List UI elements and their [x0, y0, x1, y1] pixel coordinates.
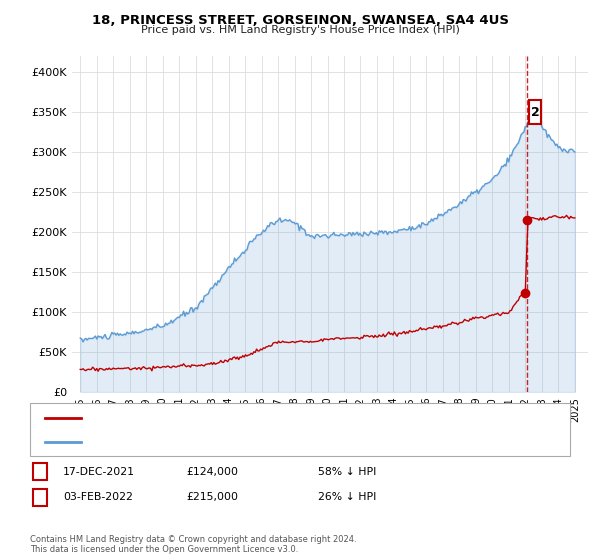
Text: 2: 2	[37, 492, 44, 502]
Text: 26% ↓ HPI: 26% ↓ HPI	[318, 492, 376, 502]
FancyBboxPatch shape	[529, 100, 541, 124]
Text: Contains HM Land Registry data © Crown copyright and database right 2024.
This d: Contains HM Land Registry data © Crown c…	[30, 535, 356, 554]
Text: 17-DEC-2021: 17-DEC-2021	[63, 466, 135, 477]
Text: 18, PRINCESS STREET, GORSEINON, SWANSEA, SA4 4US (detached house): 18, PRINCESS STREET, GORSEINON, SWANSEA,…	[87, 413, 458, 423]
Text: 2: 2	[530, 105, 539, 119]
Text: HPI: Average price, detached house, Swansea: HPI: Average price, detached house, Swan…	[87, 436, 316, 446]
Text: £124,000: £124,000	[186, 466, 238, 477]
Text: 03-FEB-2022: 03-FEB-2022	[63, 492, 133, 502]
Text: 1: 1	[37, 466, 44, 477]
Text: Price paid vs. HM Land Registry's House Price Index (HPI): Price paid vs. HM Land Registry's House …	[140, 25, 460, 35]
Text: 18, PRINCESS STREET, GORSEINON, SWANSEA, SA4 4US: 18, PRINCESS STREET, GORSEINON, SWANSEA,…	[91, 14, 509, 27]
Text: £215,000: £215,000	[186, 492, 238, 502]
Text: 58% ↓ HPI: 58% ↓ HPI	[318, 466, 376, 477]
